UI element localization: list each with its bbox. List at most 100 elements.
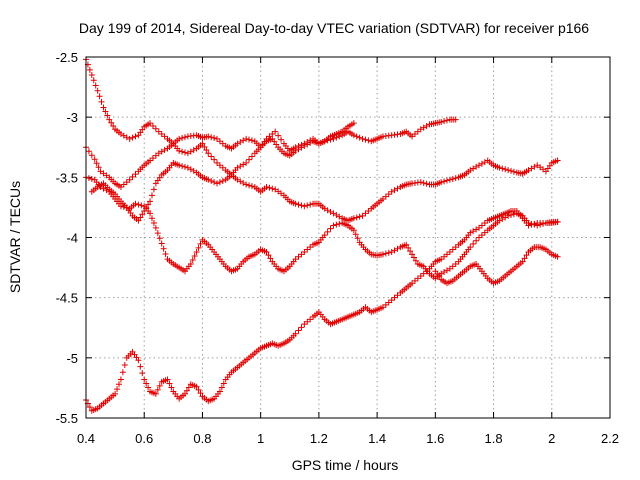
data-point bbox=[126, 135, 133, 142]
x-tick-label: 1 bbox=[257, 431, 264, 446]
data-point bbox=[330, 222, 337, 229]
series-track-5 bbox=[83, 208, 561, 414]
series-track-3 bbox=[88, 157, 561, 224]
data-point bbox=[119, 369, 126, 376]
data-point bbox=[246, 136, 253, 143]
data-point bbox=[86, 66, 93, 73]
data-point bbox=[218, 384, 225, 391]
data-point bbox=[266, 184, 273, 191]
data-point bbox=[205, 150, 212, 157]
data-point bbox=[154, 386, 161, 393]
x-tick-label: 1.8 bbox=[485, 431, 503, 446]
x-tick-label: 2.2 bbox=[601, 431, 619, 446]
data-point bbox=[216, 388, 223, 395]
data-point bbox=[139, 211, 146, 218]
data-point bbox=[554, 157, 561, 164]
data-point bbox=[382, 250, 389, 257]
data-point bbox=[135, 201, 142, 208]
data-point bbox=[137, 214, 144, 221]
data-point bbox=[352, 231, 359, 238]
data-point bbox=[123, 204, 130, 211]
data-point bbox=[88, 152, 95, 159]
data-point bbox=[510, 168, 517, 175]
y-axis-label: SDTVAR / TECUs bbox=[7, 181, 23, 293]
data-point bbox=[554, 253, 561, 260]
x-tick-label: 1.2 bbox=[310, 431, 328, 446]
data-point bbox=[126, 176, 133, 183]
data-point bbox=[139, 370, 146, 377]
data-point bbox=[179, 135, 186, 142]
data-point bbox=[86, 404, 93, 411]
plot-frame bbox=[85, 56, 611, 419]
data-point bbox=[138, 202, 145, 209]
data-point bbox=[183, 387, 190, 394]
data-point bbox=[525, 222, 532, 229]
data-point bbox=[324, 228, 331, 235]
y-axis: -2.5 -3 -3.5 -4 -4.5 -5 -5.5 bbox=[56, 50, 610, 426]
data-point bbox=[199, 140, 206, 147]
data-point bbox=[267, 255, 274, 262]
data-point bbox=[179, 163, 186, 170]
data-point bbox=[208, 177, 215, 184]
data-point bbox=[298, 141, 305, 148]
y-tick-label: -3.5 bbox=[56, 170, 78, 185]
data-point bbox=[181, 390, 188, 397]
data-point bbox=[499, 165, 506, 172]
data-point bbox=[449, 175, 456, 182]
data-point bbox=[301, 203, 308, 210]
data-point bbox=[205, 176, 212, 183]
data-point bbox=[148, 192, 155, 199]
data-point bbox=[405, 244, 412, 251]
data-point bbox=[108, 119, 115, 126]
data-point bbox=[356, 134, 363, 141]
data-point bbox=[298, 202, 305, 209]
data-point bbox=[98, 98, 105, 105]
data-point bbox=[135, 217, 142, 224]
plot-area bbox=[83, 56, 561, 414]
y-tick-label: -5.5 bbox=[56, 411, 78, 426]
data-point bbox=[147, 198, 154, 205]
data-point bbox=[181, 134, 188, 141]
data-point bbox=[292, 144, 299, 151]
data-point bbox=[321, 138, 328, 145]
chart-title: Day 199 of 2014, Sidereal Day-to-day VTE… bbox=[79, 20, 589, 36]
data-point bbox=[132, 133, 139, 140]
data-point bbox=[203, 147, 210, 154]
data-point bbox=[193, 383, 200, 390]
y-tick-label: -3 bbox=[66, 110, 78, 125]
data-point bbox=[248, 137, 255, 144]
data-point bbox=[502, 166, 509, 173]
data-point bbox=[92, 82, 99, 89]
data-point bbox=[147, 210, 154, 217]
data-point bbox=[152, 390, 159, 397]
data-point bbox=[90, 77, 97, 84]
data-point bbox=[467, 244, 474, 251]
data-point bbox=[95, 164, 102, 171]
x-tick-label: 0.6 bbox=[135, 431, 153, 446]
data-point bbox=[112, 390, 119, 397]
series-track-4 bbox=[83, 174, 561, 282]
data-point bbox=[403, 241, 410, 248]
data-point bbox=[120, 204, 127, 211]
data-point bbox=[248, 153, 255, 160]
data-point bbox=[104, 112, 111, 119]
data-point bbox=[88, 72, 95, 79]
data-point bbox=[505, 167, 512, 174]
data-point bbox=[187, 260, 194, 267]
data-point bbox=[321, 232, 328, 239]
data-point bbox=[292, 330, 299, 337]
data-point bbox=[452, 116, 459, 123]
data-point bbox=[327, 225, 334, 232]
data-point bbox=[265, 252, 272, 259]
data-point bbox=[168, 384, 175, 391]
data-point bbox=[248, 183, 255, 190]
data-point bbox=[496, 164, 503, 171]
data-point bbox=[181, 163, 188, 170]
data-point bbox=[91, 156, 98, 163]
data-point bbox=[278, 136, 285, 143]
data-point bbox=[353, 214, 360, 221]
data-point bbox=[350, 120, 357, 127]
data-point bbox=[441, 178, 448, 185]
data-point bbox=[243, 159, 250, 166]
data-point bbox=[85, 148, 92, 155]
